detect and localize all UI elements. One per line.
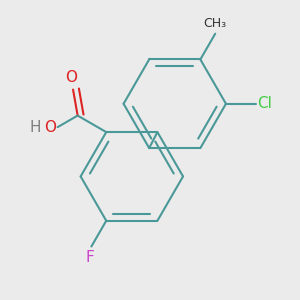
Text: H: H xyxy=(30,120,41,135)
Text: F: F xyxy=(85,250,94,265)
Text: O: O xyxy=(44,120,56,135)
Text: Cl: Cl xyxy=(257,96,272,111)
Text: CH₃: CH₃ xyxy=(204,17,227,30)
Text: O: O xyxy=(65,70,77,85)
